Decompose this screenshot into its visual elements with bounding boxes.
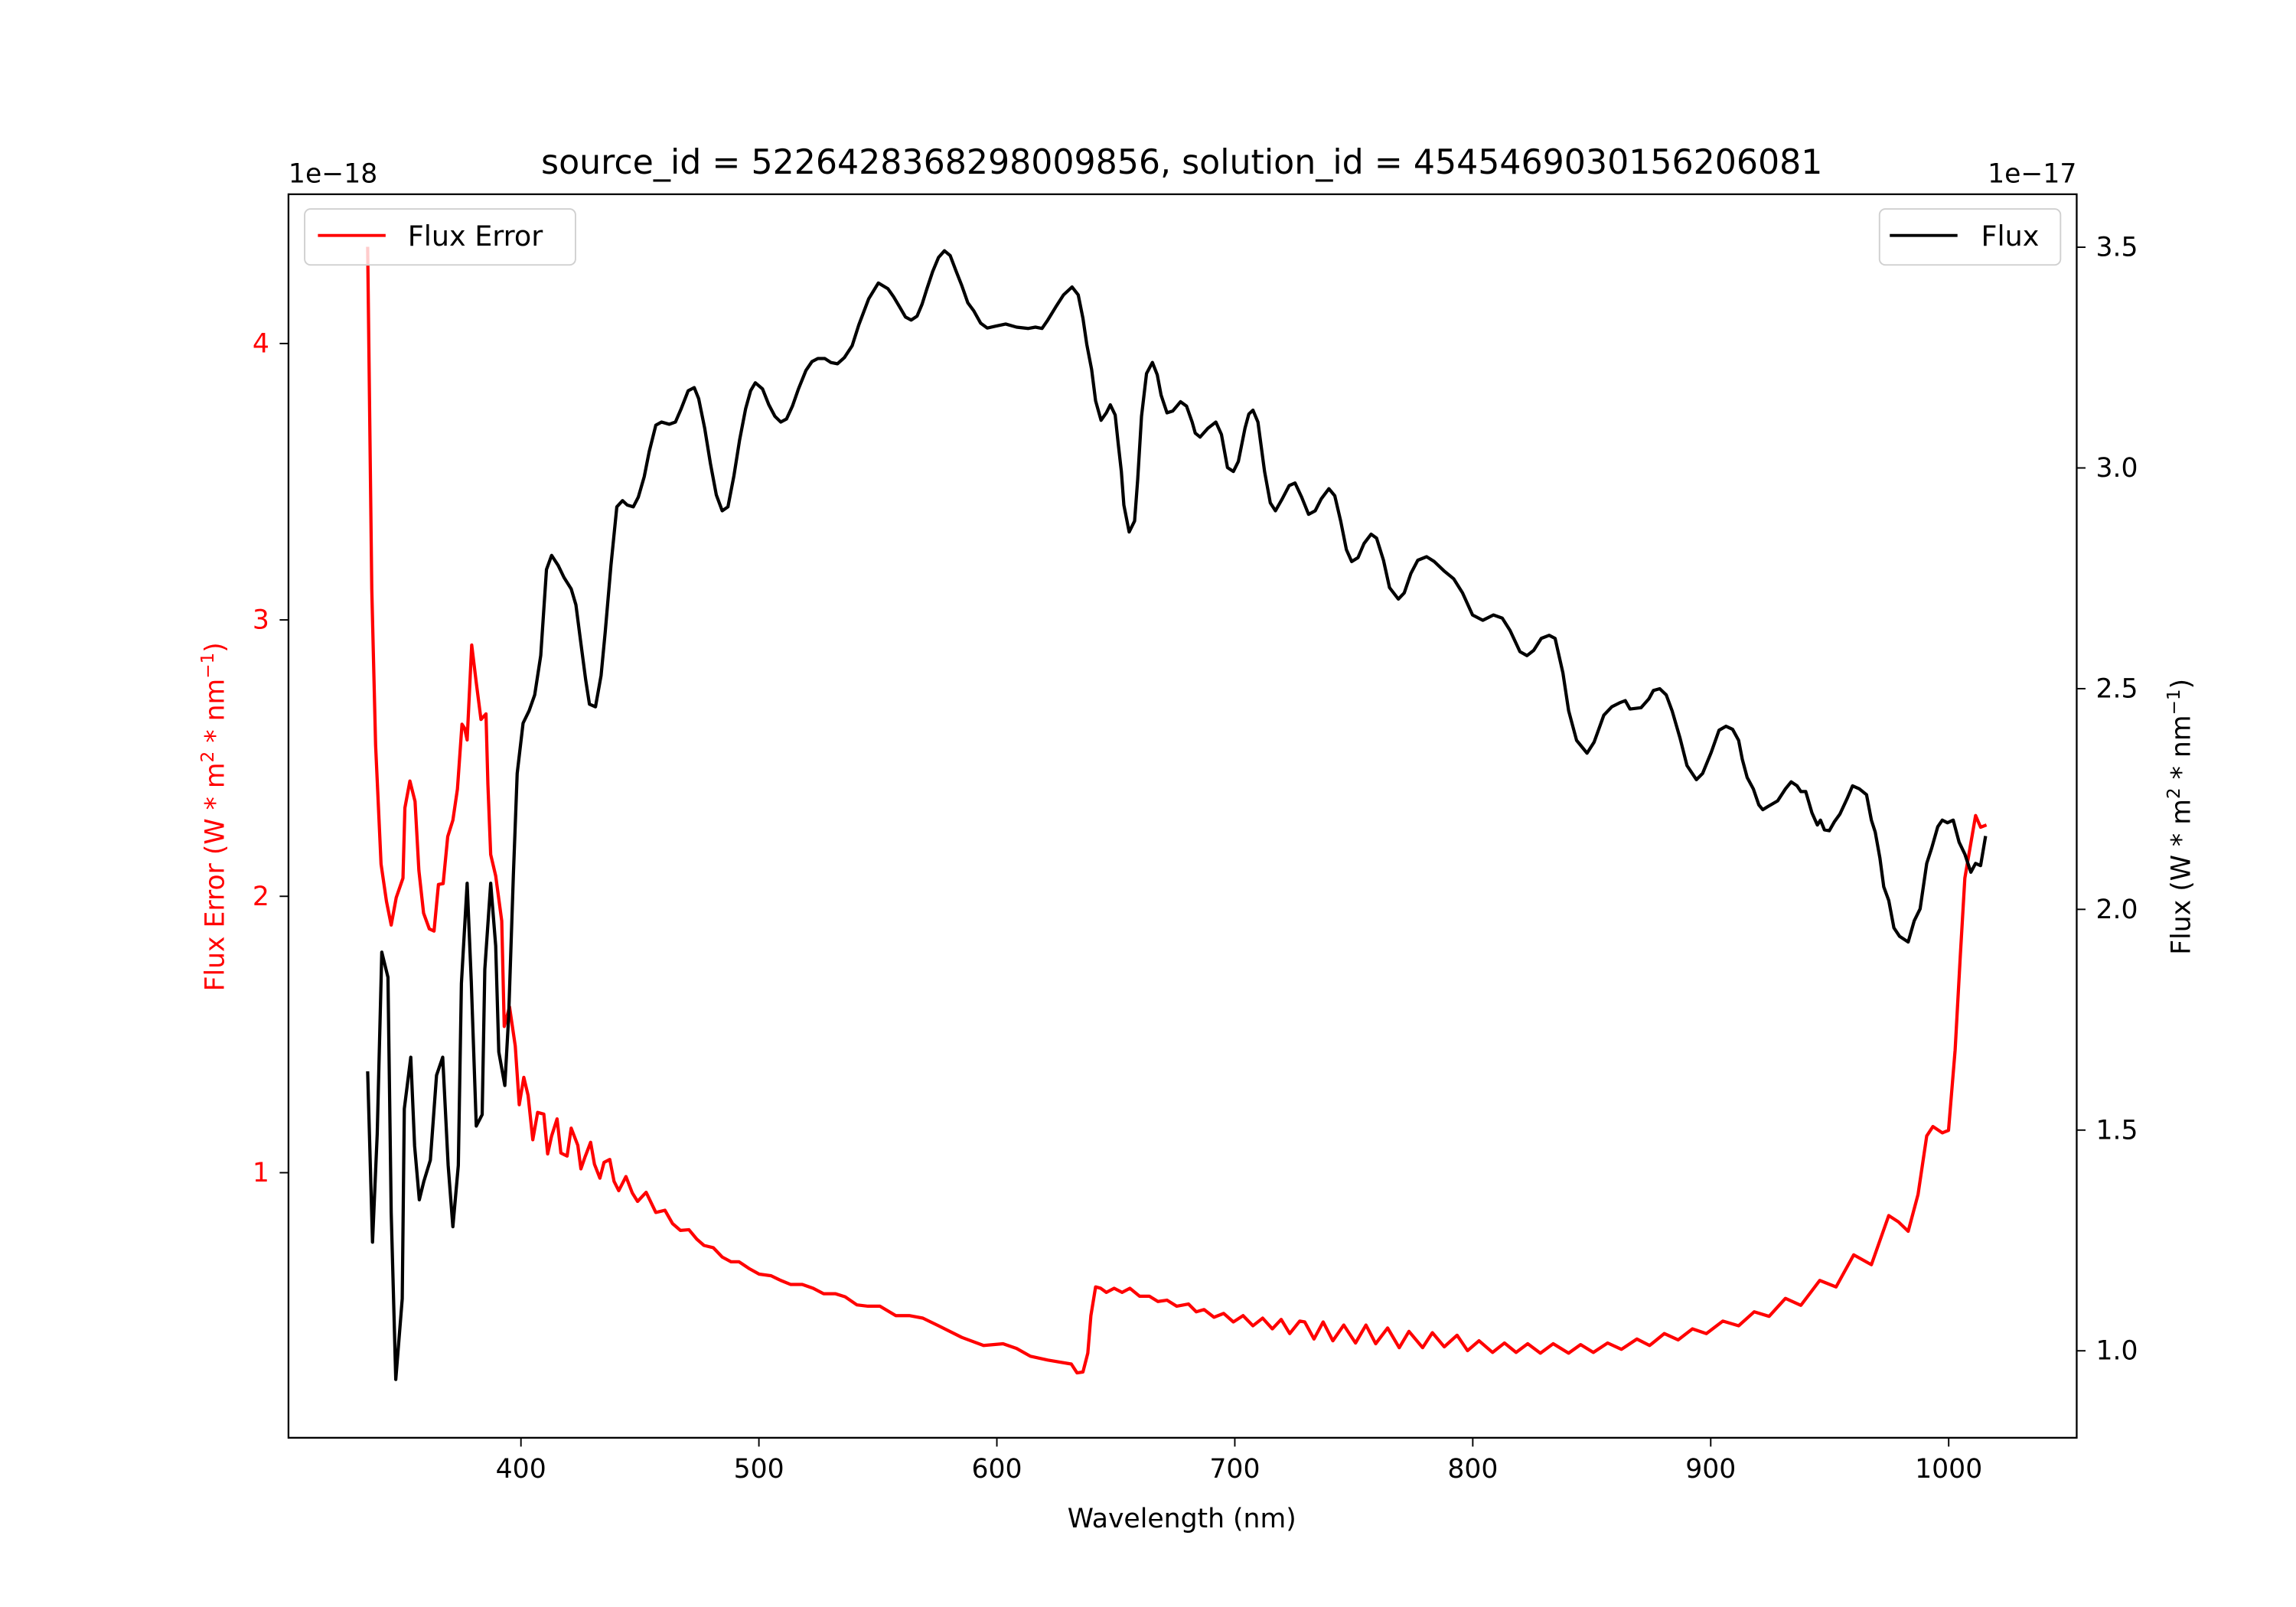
legend-flux-error: Flux Error bbox=[304, 208, 576, 266]
label-text: * nm bbox=[2167, 715, 2197, 787]
series-line-flux bbox=[366, 249, 1988, 1381]
label-superscript: 2 bbox=[2164, 787, 2184, 799]
series-layer bbox=[366, 246, 1988, 1381]
legend-label-flux-error: Flux Error bbox=[408, 220, 544, 253]
x-tick-label: 1000 bbox=[1915, 1454, 1982, 1485]
right-y-tick-label: 3.5 bbox=[2095, 233, 2138, 263]
right-offset-text: 1e−17 bbox=[1988, 158, 2076, 189]
label-superscript: −1 bbox=[2164, 689, 2184, 715]
x-tick-label: 900 bbox=[1685, 1454, 1736, 1485]
x-tick-label: 800 bbox=[1447, 1454, 1498, 1485]
right-y-tick-label: 1.5 bbox=[2095, 1115, 2138, 1146]
tick-layer: 400 500 600 700 800 900 1000 1 2 3 4 1.0 1.5 2.0 2.5 3.… bbox=[253, 233, 2138, 1485]
label-text: Flux (W * m bbox=[2167, 799, 2197, 955]
x-tick-label: 600 bbox=[971, 1454, 1022, 1485]
x-axis-label: Wavelength (nm) bbox=[1068, 1504, 1296, 1534]
legend-label-flux: Flux bbox=[1981, 220, 2039, 253]
x-tick-label: 700 bbox=[1209, 1454, 1260, 1485]
label-text: ) bbox=[2167, 679, 2197, 689]
label-text: * nm bbox=[200, 679, 230, 751]
right-y-axis-label: Flux (W * m2 * nm−1) bbox=[2164, 679, 2197, 955]
x-tick-label: 500 bbox=[734, 1454, 784, 1485]
label-superscript: 2 bbox=[198, 751, 218, 763]
left-y-tick-label: 3 bbox=[253, 605, 269, 636]
right-y-tick-label: 2.5 bbox=[2095, 673, 2138, 704]
right-y-tick-label: 2.0 bbox=[2095, 895, 2138, 925]
right-y-tick-label: 3.0 bbox=[2095, 453, 2138, 484]
left-y-axis-label: Flux Error (W * m2 * nm−1) bbox=[198, 642, 230, 991]
x-tick-label: 400 bbox=[496, 1454, 546, 1485]
label-text: ) bbox=[200, 642, 230, 653]
series-line-flux-error bbox=[366, 246, 1988, 1375]
label-superscript: −1 bbox=[198, 653, 218, 679]
legend-box bbox=[304, 208, 576, 266]
left-y-tick-label: 1 bbox=[253, 1158, 269, 1188]
left-y-tick-label: 4 bbox=[253, 328, 269, 359]
label-text: Flux Error (W * m bbox=[200, 762, 230, 991]
chart-title: source_id = 5226428368298009856, solutio… bbox=[541, 143, 1822, 182]
plot-frame bbox=[287, 193, 2078, 1439]
left-y-tick-label: 2 bbox=[253, 882, 269, 912]
left-offset-text: 1e−18 bbox=[289, 158, 377, 189]
right-y-tick-label: 1.0 bbox=[2095, 1336, 2138, 1367]
legend-box bbox=[1878, 208, 2062, 266]
legend-flux: Flux bbox=[1878, 208, 2062, 266]
